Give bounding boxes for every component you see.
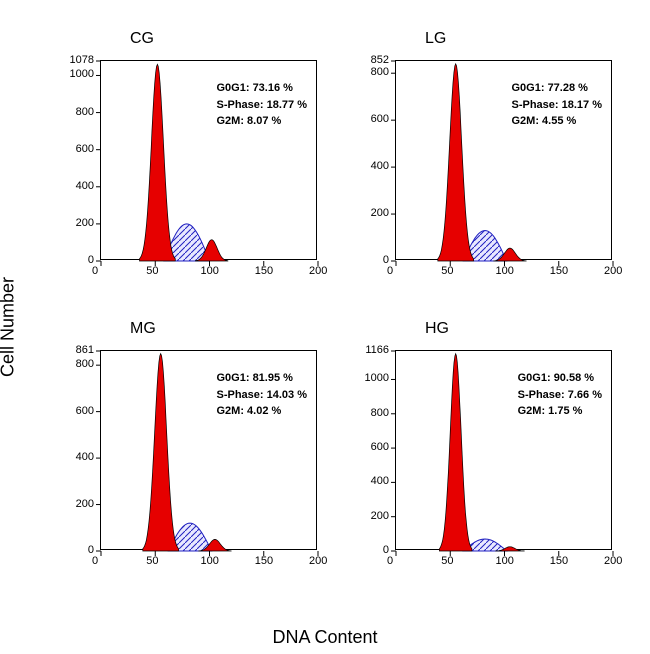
x-tick-label: 200 (604, 265, 622, 277)
y-tick-label: 400 (76, 180, 94, 192)
stat-s: S-Phase: 7.66 % (518, 387, 602, 404)
y-tick-label: 1000 (365, 372, 389, 384)
y-tick-label: 400 (371, 160, 389, 172)
stats-box: G0G1: 73.16 %S-Phase: 18.77 %G2M: 8.07 % (216, 80, 307, 130)
x-tick-label: 0 (92, 555, 98, 567)
stat-g0g1: G0G1: 77.28 % (511, 80, 602, 97)
stats-box: G0G1: 81.95 %S-Phase: 14.03 %G2M: 4.02 % (216, 370, 307, 420)
y-tick-label: 600 (371, 113, 389, 125)
panel-title: LG (425, 30, 446, 48)
x-tick-label: 0 (92, 265, 98, 277)
x-tick-label: 50 (441, 265, 453, 277)
x-tick-label: 50 (146, 555, 158, 567)
y-tick-label: 600 (76, 143, 94, 155)
x-tick-label: 100 (201, 265, 219, 277)
stat-s: S-Phase: 14.03 % (216, 387, 307, 404)
g0g1-peak (438, 64, 474, 261)
y-tick-label: 0 (88, 254, 94, 266)
y-tick-label: 1000 (70, 68, 94, 80)
x-tick-label: 100 (201, 555, 219, 567)
panel-title: HG (425, 320, 449, 338)
x-tick-label: 50 (146, 265, 158, 277)
y-tick-label: 1078 (70, 54, 94, 66)
x-tick-label: 150 (550, 555, 568, 567)
y-tick-label: 600 (76, 405, 94, 417)
x-tick-label: 50 (441, 555, 453, 567)
x-axis-label: DNA Content (272, 627, 377, 648)
x-tick-label: 0 (387, 555, 393, 567)
x-tick-label: 100 (496, 555, 514, 567)
x-tick-label: 200 (309, 265, 327, 277)
figure-root: Cell Number DNA Content CG 0 50 100 150 200 0 2… (0, 0, 650, 654)
stats-box: G0G1: 90.58 %S-Phase: 7.66 %G2M: 1.75 % (518, 370, 602, 420)
panel-HG: HG 0 50 100 150 200 0 200 400 600 800 1000 1166 G0G1:… (360, 320, 620, 580)
y-tick-label: 400 (371, 475, 389, 487)
panel-title: CG (130, 30, 154, 48)
y-tick-label: 0 (383, 254, 389, 266)
y-tick-label: 200 (76, 498, 94, 510)
panel-title: MG (130, 320, 156, 338)
y-tick-label: 800 (371, 66, 389, 78)
panel-MG: MG 0 50 100 150 200 0 200 400 600 800 861 G0G1: 81.9… (65, 320, 325, 580)
stat-g2m: G2M: 4.02 % (216, 403, 307, 420)
x-tick-label: 200 (604, 555, 622, 567)
y-tick-label: 0 (88, 544, 94, 556)
x-tick-label: 0 (387, 265, 393, 277)
stat-g2m: G2M: 4.55 % (511, 113, 602, 130)
stat-g0g1: G0G1: 73.16 % (216, 80, 307, 97)
y-tick-label: 800 (76, 106, 94, 118)
stat-s: S-Phase: 18.17 % (511, 97, 602, 114)
y-tick-label: 800 (371, 407, 389, 419)
y-axis-label: Cell Number (0, 277, 19, 377)
stats-box: G0G1: 77.28 %S-Phase: 18.17 %G2M: 4.55 % (511, 80, 602, 130)
g0g1-peak (143, 354, 179, 551)
y-tick-label: 861 (76, 344, 94, 356)
panel-LG: LG 0 50 100 150 200 0 200 400 600 800852 G0G1: 77.2… (360, 30, 620, 290)
y-tick-label: 0 (383, 544, 389, 556)
x-tick-label: 100 (496, 265, 514, 277)
y-tick-label: 1166 (365, 344, 389, 356)
x-tick-label: 150 (255, 265, 273, 277)
x-tick-label: 150 (255, 555, 273, 567)
x-tick-label: 150 (550, 265, 568, 277)
g0g1-peak (439, 354, 472, 551)
y-tick-label: 800 (76, 358, 94, 370)
stat-s: S-Phase: 18.77 % (216, 97, 307, 114)
stat-g0g1: G0G1: 81.95 % (216, 370, 307, 387)
y-tick-label: 400 (76, 451, 94, 463)
g0g1-peak (140, 64, 176, 261)
y-tick-label: 200 (76, 217, 94, 229)
y-tick-label: 600 (371, 441, 389, 453)
stat-g2m: G2M: 8.07 % (216, 113, 307, 130)
y-tick-label: 200 (371, 510, 389, 522)
stat-g0g1: G0G1: 90.58 % (518, 370, 602, 387)
stat-g2m: G2M: 1.75 % (518, 403, 602, 420)
x-tick-label: 200 (309, 555, 327, 567)
panel-CG: CG 0 50 100 150 200 0 200 400 600 800 1000 1078 G0G1:… (65, 30, 325, 290)
y-tick-label: 200 (371, 207, 389, 219)
y-tick-label: 852 (371, 54, 389, 66)
